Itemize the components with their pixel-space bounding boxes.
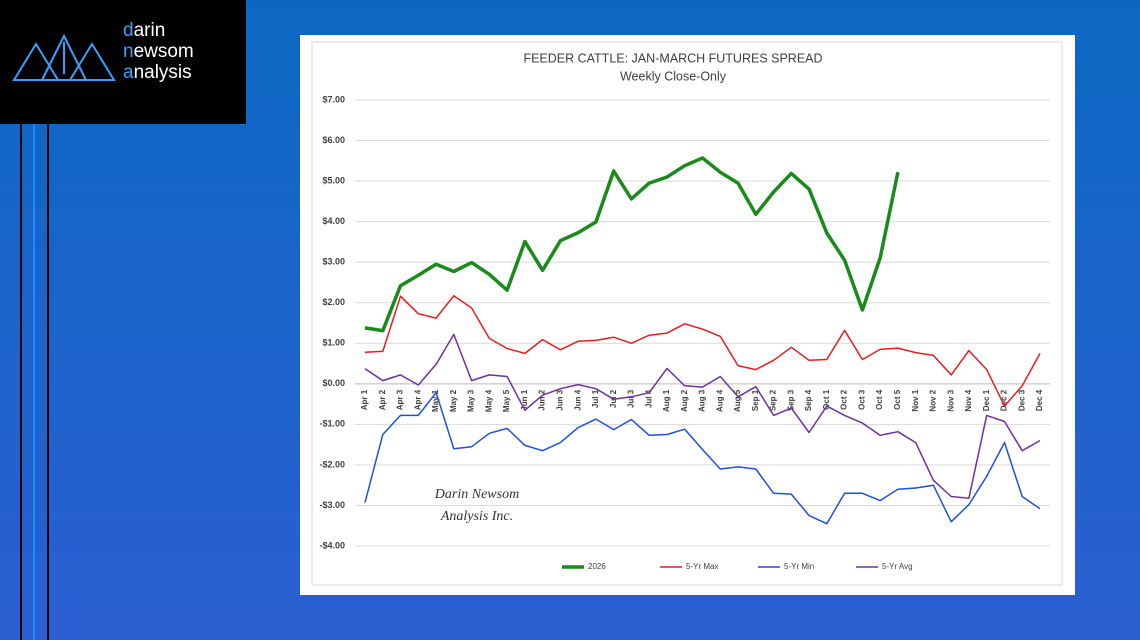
x-tick-label: Apr 2 xyxy=(378,389,387,410)
chart-border xyxy=(311,41,1063,586)
legend-label: 5-Yr Min xyxy=(784,562,814,571)
x-tick-label: Aug 3 xyxy=(698,389,707,412)
x-tick-label: Apr 4 xyxy=(413,389,422,410)
decor-line xyxy=(47,124,49,640)
x-tick-label: Nov 4 xyxy=(964,389,973,411)
y-tick-label: $5.00 xyxy=(322,175,345,185)
brand-line: newsom xyxy=(123,41,194,62)
x-tick-label: Oct 3 xyxy=(857,389,866,410)
x-tick-label: Apr 3 xyxy=(396,389,405,410)
x-tick-label: Jul 1 xyxy=(591,389,600,408)
x-tick-label: Nov 2 xyxy=(929,389,938,411)
y-tick-label: $3.00 xyxy=(322,257,345,267)
x-tick-label: Aug 4 xyxy=(715,389,724,412)
x-tick-label: May 2 xyxy=(449,389,458,412)
x-tick-label: Dec 4 xyxy=(1035,389,1044,411)
y-tick-label: -$4.00 xyxy=(319,540,345,550)
x-tick-label: Dec 3 xyxy=(1017,389,1026,411)
x-tick-label: Jun 3 xyxy=(556,389,565,410)
brand: darin newsom analysis xyxy=(123,20,194,83)
y-tick-label: $4.00 xyxy=(322,216,345,226)
x-tick-label: Oct 1 xyxy=(822,389,831,410)
x-tick-label: Sep 3 xyxy=(786,389,795,411)
y-tick-label: $1.00 xyxy=(322,338,345,348)
x-tick-label: Apr 1 xyxy=(360,389,369,410)
y-tick-label: $7.00 xyxy=(322,94,345,104)
y-tick-label: -$3.00 xyxy=(319,500,345,510)
y-tick-label: $2.00 xyxy=(322,297,345,307)
legend-label: 5-Yr Max xyxy=(686,562,718,571)
y-tick-label: $0.00 xyxy=(322,378,345,388)
series-line xyxy=(364,333,1041,499)
x-tick-label: Aug 1 xyxy=(662,389,671,412)
x-tick-label: Oct 5 xyxy=(893,389,902,410)
x-tick-label: Jul 3 xyxy=(627,389,636,408)
watermark: Darin Newsom Analysis Inc. xyxy=(397,484,557,528)
decor-line xyxy=(33,124,35,640)
series-line xyxy=(364,391,1041,525)
brand-line: darin xyxy=(123,20,166,41)
legend-label: 2026 xyxy=(588,562,606,571)
x-tick-label: Jun 2 xyxy=(538,389,547,410)
series-line xyxy=(364,156,900,333)
logo: darin newsom analysis xyxy=(0,0,246,124)
series-line xyxy=(364,295,1041,407)
x-tick-label: Dec 1 xyxy=(982,389,991,411)
x-tick-label: Aug 5 xyxy=(733,389,742,412)
logo-icon xyxy=(12,33,116,81)
chart-title: FEEDER CATTLE: JAN-MARCH FUTURES SPREAD xyxy=(523,51,822,65)
watermark-line: Darin Newsom xyxy=(434,487,520,502)
y-tick-label: -$1.00 xyxy=(319,419,345,429)
y-tick-label: -$2.00 xyxy=(319,459,345,469)
x-tick-label: Jul 4 xyxy=(644,389,653,408)
x-tick-label: Dec 2 xyxy=(1000,389,1009,411)
x-tick-label: Sep 4 xyxy=(804,389,813,411)
x-tick-label: May 3 xyxy=(467,389,476,412)
x-tick-label: May 4 xyxy=(484,389,493,412)
watermark-line: Analysis Inc. xyxy=(440,509,514,524)
x-tick-label: Aug 2 xyxy=(680,389,689,412)
y-tick-label: $6.00 xyxy=(322,135,345,145)
x-tick-label: Oct 4 xyxy=(875,389,884,410)
x-tick-label: Nov 1 xyxy=(911,389,920,411)
brand-line: analysis xyxy=(123,62,192,83)
chart: FEEDER CATTLE: JAN-MARCH FUTURES SPREAD … xyxy=(311,41,1063,586)
x-tick-label: Jun 1 xyxy=(520,389,529,410)
x-tick-label: Sep 2 xyxy=(769,389,778,411)
chart-panel: FEEDER CATTLE: JAN-MARCH FUTURES SPREAD … xyxy=(300,35,1075,595)
x-tick-label: Nov 3 xyxy=(946,389,955,411)
x-tick-label: Sep 1 xyxy=(751,389,760,411)
x-tick-label: May 1 xyxy=(431,389,440,412)
x-tick-label: Oct 2 xyxy=(840,389,849,410)
legend-label: 5-Yr Avg xyxy=(882,562,913,571)
x-tick-label: Jun 4 xyxy=(573,389,582,410)
decor-line xyxy=(20,124,22,640)
chart-subtitle: Weekly Close-Only xyxy=(620,69,727,83)
x-tick-label: May 5 xyxy=(502,389,511,412)
